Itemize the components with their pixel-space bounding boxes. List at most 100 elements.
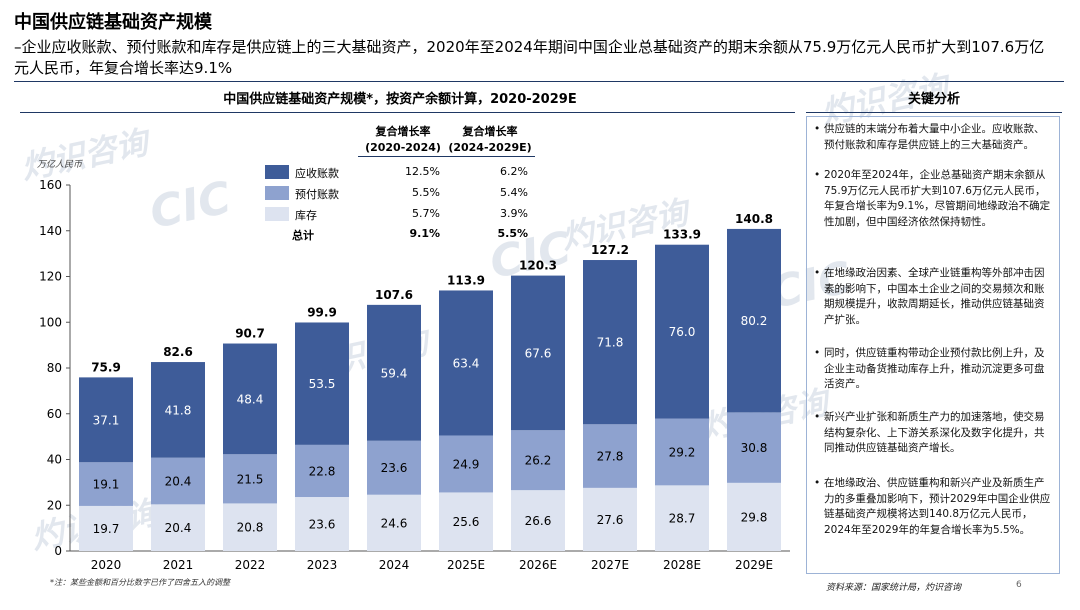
- sidebar-bullet-text: 2020年至2024年，企业总基础资产期末余额从75.9万亿元人民币扩大到107…: [824, 169, 1051, 228]
- watermark-cn: 灼识咨询: [27, 493, 161, 557]
- receivables-segment: [151, 362, 205, 458]
- page-number: 6: [1016, 580, 1022, 590]
- data-label: 53.5: [309, 377, 336, 391]
- legend-swatch-prepayments: [265, 186, 289, 200]
- sidebar-title-divider: [806, 112, 1062, 113]
- receivables-segment: [223, 343, 277, 455]
- sidebar-bullet-text: 在地缘政治、供应链重构和新兴产业及新质生产力的多重叠加影响下，预计2029年中国…: [824, 477, 1051, 536]
- inventory-segment: [223, 503, 277, 551]
- watermark-cic: CIC: [145, 172, 236, 239]
- receivables-segment: [79, 377, 133, 463]
- cagr-value-prepayments-2020-2024: 5.5%: [412, 186, 440, 199]
- cagr-header-label: 复合增长率: [462, 125, 518, 138]
- y-tick-label: 140: [39, 224, 62, 238]
- prepayments-segment: [655, 418, 709, 486]
- source-note: 资料来源：国家统计局，灼识咨询: [826, 583, 962, 593]
- y-tick-label: 20: [47, 498, 62, 512]
- y-tick-label: 40: [47, 453, 62, 467]
- sidebar-bullet-text: 供应链的末端分布着大量中小企业。应收账款、预付账款和库存是供应链上的三大基础资产…: [824, 123, 1045, 151]
- sidebar-title: 关键分析: [907, 92, 960, 107]
- cagr-header-period: (2024-2029E): [445, 140, 535, 157]
- legend-label-prepayments: 预付账款: [295, 188, 339, 201]
- inventory-segment: [655, 485, 709, 551]
- sidebar-bullet: • 同时，供应链重构带动企业预付款比例上升，及企业主动备货推动库存上升，推动沉淀更…: [814, 346, 1054, 393]
- data-label: 30.8: [741, 441, 768, 455]
- receivables-segment: [295, 322, 349, 445]
- data-label: 26.2: [525, 454, 552, 468]
- inventory-segment: [727, 482, 781, 551]
- data-label: 41.8: [165, 403, 192, 417]
- cagr-header-period: (2020-2024): [358, 140, 448, 157]
- legend-label-receivables: 应收账款: [295, 167, 339, 180]
- total-label: 113.9: [447, 273, 485, 287]
- legend-label-total: 总计: [292, 229, 314, 242]
- x-tick-label: 2027E: [591, 558, 629, 572]
- data-label: 24.9: [453, 457, 480, 471]
- chart-title-divider: [20, 112, 795, 113]
- total-label: 99.9: [307, 305, 337, 319]
- sidebar-bullet-text: 新兴产业扩张和新质生产力的加速落地，使交易结构复杂化、上下游关系深化及数字化提升…: [824, 411, 1045, 454]
- prepayments-segment: [367, 440, 421, 495]
- sidebar-panel: [806, 116, 1060, 574]
- inventory-segment: [439, 492, 493, 551]
- data-label: 21.5: [237, 472, 264, 486]
- x-tick-label: 2026E: [519, 558, 557, 572]
- watermark-cn: 灼识咨询: [17, 123, 151, 187]
- data-label: 71.8: [597, 336, 624, 350]
- receivables-segment: [367, 304, 421, 441]
- total-label: 120.3: [519, 259, 557, 273]
- data-label: 63.4: [453, 356, 480, 370]
- sidebar-bullet: • 新兴产业扩张和新质生产力的加速落地，使交易结构复杂化、上下游关系深化及数字化提…: [814, 410, 1054, 457]
- cagr-value-total-2020-2024: 9.1%: [409, 227, 440, 240]
- chart-title: 中国供应链基础资产规模*，按资产余额计算，2020-2029E: [223, 92, 577, 107]
- data-label: 59.4: [381, 366, 408, 380]
- bullet-dot: •: [814, 123, 821, 135]
- cagr-value-total-2024-2029: 5.5%: [497, 227, 528, 240]
- data-label: 20.4: [165, 475, 192, 489]
- data-label: 22.8: [309, 464, 336, 478]
- data-label: 37.1: [93, 413, 120, 427]
- data-label: 20.4: [165, 521, 192, 535]
- sidebar-bullet-text: 在地缘政治因素、全球产业链重构等外部冲击因素的影响下，中国本土企业之间的交易频次…: [824, 267, 1045, 326]
- total-label: 82.6: [163, 345, 193, 359]
- total-label: 133.9: [663, 228, 701, 242]
- bullet-dot: •: [814, 267, 821, 279]
- inventory-segment: [511, 490, 565, 551]
- data-label: 23.6: [381, 461, 408, 475]
- data-label: 28.7: [669, 512, 696, 526]
- bullet-dot: •: [814, 477, 821, 489]
- inventory-segment: [367, 494, 421, 551]
- prepayments-segment: [79, 462, 133, 506]
- cagr-header-2024-2029: 复合增长率 (2024-2029E): [445, 124, 535, 157]
- sidebar-bullet: • 在地缘政治因素、全球产业链重构等外部冲击因素的影响下，中国本土企业之间的交易频…: [814, 266, 1054, 328]
- x-tick-label: 2023: [307, 558, 338, 572]
- y-tick-label: 120: [39, 270, 62, 284]
- data-label: 20.8: [237, 521, 264, 535]
- data-label: 76.0: [669, 325, 696, 339]
- page-subtitle: –企业应收账款、预付账款和库存是供应链上的三大基础资产，2020年至2024年期…: [14, 38, 1045, 77]
- cagr-header-2020-2024: 复合增长率 (2020-2024): [358, 124, 448, 157]
- footnote: *注：某些金额和百分比数字已作了四舍五入的调整: [50, 578, 230, 587]
- prepayments-segment: [151, 457, 205, 505]
- data-label: 23.6: [309, 518, 336, 532]
- total-label: 90.7: [235, 327, 265, 341]
- cagr-value-receivables-2020-2024: 12.5%: [405, 165, 440, 178]
- legend-label-inventory: 库存: [295, 209, 317, 222]
- cagr-header-label: 复合增长率: [375, 125, 431, 138]
- x-tick-label: 2020: [91, 558, 122, 572]
- page-title: 中国供应链基础资产规模: [14, 12, 212, 33]
- x-tick-label: 2029E: [735, 558, 773, 572]
- x-tick-label: 2028E: [663, 558, 701, 572]
- x-tick-label: 2021: [163, 558, 194, 572]
- subtitle-divider: [14, 81, 1064, 82]
- legend-swatch-receivables: [265, 165, 289, 179]
- x-tick-label: 2022: [235, 558, 266, 572]
- data-label: 25.6: [453, 515, 480, 529]
- prepayments-segment: [727, 412, 781, 483]
- receivables-segment: [511, 275, 565, 431]
- data-label: 26.6: [525, 514, 552, 528]
- bullet-dot: •: [814, 411, 821, 423]
- prepayments-segment: [511, 430, 565, 491]
- y-tick-label: 60: [47, 407, 62, 421]
- receivables-segment: [439, 290, 493, 436]
